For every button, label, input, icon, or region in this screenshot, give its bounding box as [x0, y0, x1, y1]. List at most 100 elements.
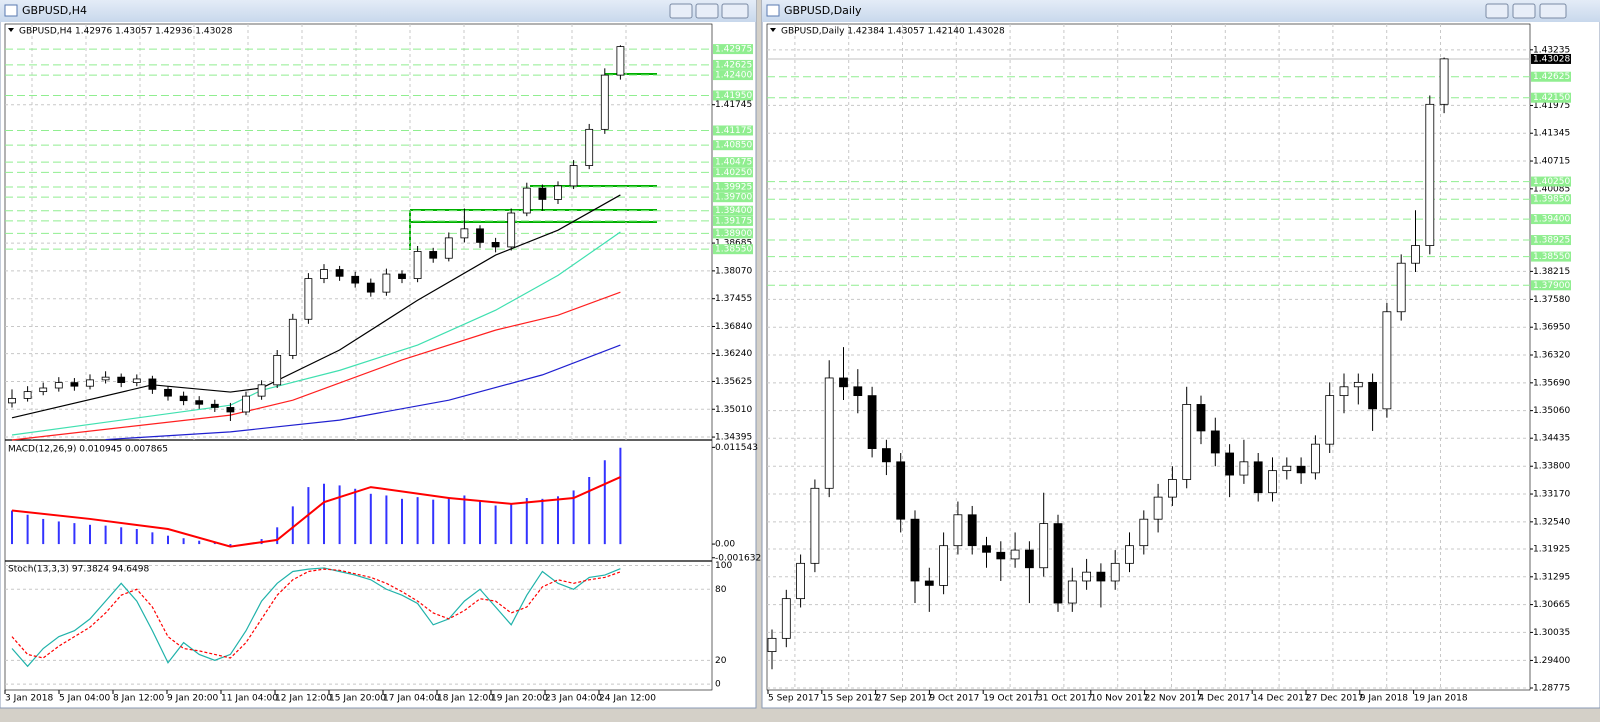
time-label: 3 Jan 2018	[5, 694, 53, 704]
candle-body	[1311, 443, 1320, 474]
level-label: 1.39400	[715, 206, 752, 216]
candle-body	[1239, 461, 1249, 476]
candle-body	[569, 165, 578, 187]
candle-body	[616, 46, 625, 76]
level-label: 1.42625	[715, 60, 752, 70]
level-tag	[1531, 235, 1571, 246]
candle-body	[554, 185, 562, 200]
candle-body	[1139, 518, 1149, 547]
chart-header: GBPUSD,Daily 1.42384 1.43057 1.42140 1.4…	[781, 27, 1005, 37]
stoch-scale-label: 100	[715, 561, 732, 571]
candle-body	[335, 269, 344, 277]
candle-body	[522, 187, 531, 214]
level-label: 1.42625	[1533, 72, 1570, 82]
candle-body	[460, 228, 469, 239]
price-label: 1.40085	[1533, 184, 1570, 194]
candle-body	[538, 187, 547, 200]
candle-body	[781, 598, 791, 639]
candle-body	[1082, 571, 1091, 582]
price-label: 1.36320	[1533, 351, 1570, 361]
moving-average	[11, 231, 621, 436]
candle-body	[1425, 103, 1435, 246]
minimize-button[interactable]	[1485, 3, 1509, 19]
candle-body	[910, 518, 920, 582]
price-label: 1.37455	[715, 294, 752, 304]
maximize-button[interactable]	[695, 3, 719, 19]
candle-body	[320, 269, 328, 279]
candle-body	[366, 282, 375, 293]
candle-body	[23, 391, 32, 399]
level-tag	[713, 192, 753, 203]
price-label: 1.37580	[1533, 295, 1570, 305]
level-label: 1.40250	[715, 168, 752, 178]
candle-body	[382, 273, 391, 293]
level-label: 1.39700	[715, 193, 752, 203]
close-button[interactable]	[721, 3, 749, 19]
time-label: 9 Jan 20:00	[167, 694, 219, 704]
candle-body	[39, 387, 48, 393]
time-label: 5 Jan 04:00	[59, 694, 111, 704]
maximize-button[interactable]	[1512, 3, 1536, 19]
level-label: 1.42150	[1533, 93, 1570, 103]
candle-body	[824, 377, 834, 489]
candle-body	[288, 318, 297, 356]
level-label: 1.39400	[1533, 215, 1570, 225]
candle-body	[70, 382, 79, 387]
candle-body	[210, 403, 219, 408]
candle-body	[444, 237, 453, 259]
time-label: 10 Nov 2017	[1091, 694, 1149, 704]
macd-scale-label: 0.00	[715, 540, 735, 550]
macd-signal	[11, 476, 621, 548]
level-label: 1.40250	[1533, 177, 1570, 187]
minimize-button[interactable]	[669, 3, 693, 19]
price-label: 1.34395	[715, 433, 752, 443]
level-label: 1.38550	[715, 245, 752, 255]
candle-body	[1196, 404, 1206, 432]
candle-body	[1268, 470, 1277, 494]
window-title: GBPUSD,Daily	[784, 4, 862, 17]
time-label: 19 Jan 20:00	[491, 694, 548, 704]
price-label: 1.34435	[1533, 434, 1570, 444]
candle-body	[1296, 465, 1306, 474]
time-label: 19 Jan 2018	[1414, 694, 1468, 704]
level-tag	[713, 215, 753, 226]
candle-body	[1053, 523, 1063, 604]
candle-body	[1125, 545, 1134, 564]
level-tag	[713, 205, 753, 216]
candle-body	[1096, 571, 1106, 582]
stoch-header: Stoch(13,3,3) 97.3824 94.6498	[8, 565, 149, 575]
level-label: 1.41175	[715, 126, 752, 136]
candle-body	[796, 562, 805, 600]
candle-body	[924, 580, 934, 586]
time-label: 9 Oct 2017	[929, 694, 979, 704]
level-label: 1.38925	[1533, 236, 1570, 246]
level-tag	[713, 167, 753, 178]
candle-body	[491, 241, 500, 248]
time-label: 24 Jan 12:00	[599, 694, 656, 704]
level-tag	[713, 44, 753, 55]
candle-body	[996, 551, 1006, 560]
price-label: 1.33170	[1533, 490, 1570, 500]
level-label: 1.37900	[1533, 281, 1570, 291]
close-button[interactable]	[1539, 3, 1567, 19]
price-label: 1.41345	[1533, 129, 1570, 139]
price-label: 1.28775	[1533, 684, 1570, 694]
window-frame	[761, 0, 1600, 709]
level-label: 1.39175	[715, 216, 752, 226]
candle-body	[8, 397, 16, 404]
time-label: 15 Jan 20:00	[329, 694, 386, 704]
price-label: 1.41745	[715, 100, 752, 110]
price-label: 1.43235	[1533, 45, 1570, 55]
candle-body	[351, 275, 360, 284]
candle-body	[226, 407, 235, 413]
time-label: 5 Sep 2017	[768, 694, 819, 704]
candle-body	[507, 212, 516, 248]
candle-body	[882, 448, 891, 463]
price-label: 1.29400	[1533, 656, 1570, 666]
moving-average	[11, 194, 621, 419]
candle-body	[896, 461, 906, 520]
time-label: 8 Jan 12:00	[113, 694, 165, 704]
candle-body	[179, 395, 188, 402]
time-label: 27 Sep 2017	[876, 694, 933, 704]
